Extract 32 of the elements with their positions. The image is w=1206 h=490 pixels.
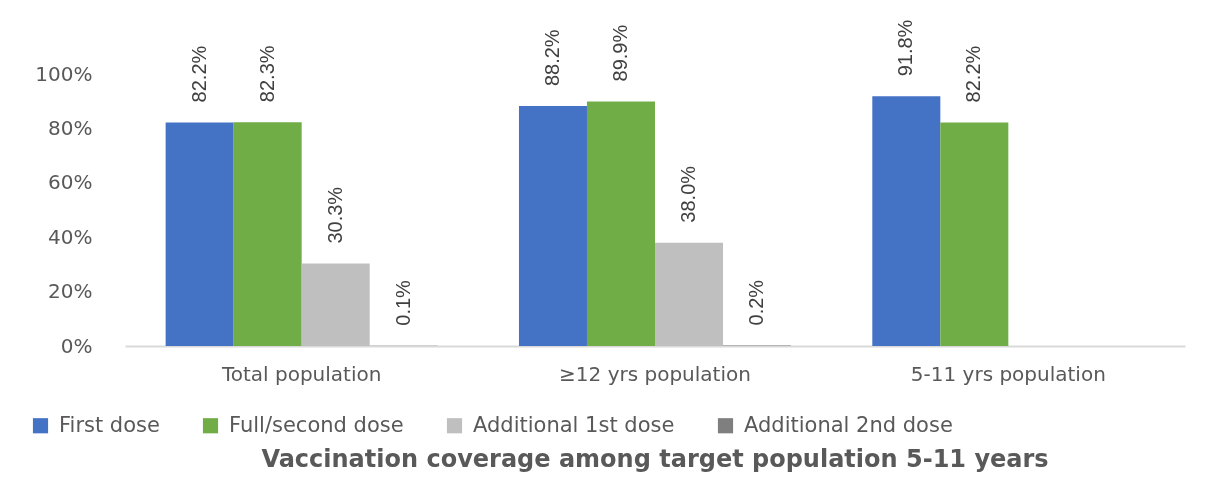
x-tick-label: Total population <box>220 361 382 386</box>
bar <box>872 96 941 346</box>
y-tick-label: 20% <box>48 279 93 304</box>
y-tick-label: 80% <box>48 115 93 140</box>
bar <box>518 106 587 346</box>
legend-label: Additional 2nd dose <box>744 412 953 437</box>
bar <box>655 242 724 346</box>
data-label: 82.2% <box>962 45 985 103</box>
data-label: 89.9% <box>608 24 631 82</box>
bar <box>165 122 234 346</box>
data-label: 30.3% <box>323 186 346 244</box>
data-label: 0.2% <box>745 279 768 326</box>
x-tick-label: 5-11 yrs population <box>910 361 1106 386</box>
text: Vaccination coverage among target population 5-11 years <box>261 445 1049 473</box>
bar <box>301 263 370 346</box>
legend-label: Additional 1st dose <box>473 412 675 437</box>
y-tick-label: 40% <box>48 224 93 249</box>
data-label: 88.2% <box>540 29 563 87</box>
bar <box>940 122 1009 346</box>
bar <box>233 122 302 346</box>
y-tick-label: 60% <box>48 170 93 195</box>
x-tick-label: ≥12 yrs population <box>559 361 751 386</box>
bar <box>586 101 655 346</box>
data-label: 82.2% <box>187 45 210 103</box>
legend-label: First dose <box>59 412 160 437</box>
y-tick-label: 100% <box>35 61 93 86</box>
data-label: 38.0% <box>677 165 700 223</box>
data-label: 91.8% <box>894 19 917 77</box>
data-label: 82.3% <box>255 45 278 103</box>
data-label: 0.1% <box>391 279 414 326</box>
legend-label: Full/second dose <box>229 412 404 437</box>
y-tick-label: 0% <box>60 333 93 358</box>
